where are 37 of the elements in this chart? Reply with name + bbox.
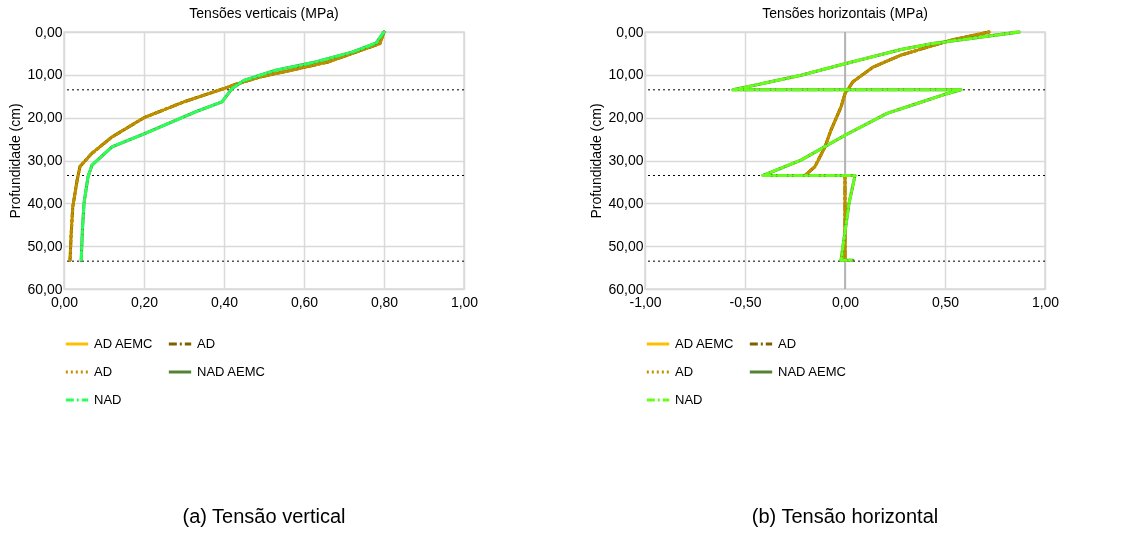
legend-label: NAD AEMC	[778, 364, 846, 379]
legend-label: AD	[675, 364, 694, 379]
text: (a) Tensão vertical	[182, 505, 346, 527]
legend-label: NAD AEMC	[197, 364, 265, 379]
y-tick-label: 50,00	[608, 237, 644, 254]
y-tick-label: 50,00	[27, 237, 63, 254]
y-tick-label: 0,00	[616, 23, 644, 40]
y-tick-label: 30,00	[27, 152, 63, 168]
x-tick-label: 0,50	[931, 293, 960, 310]
y-tick-label: 0,00	[35, 23, 63, 40]
chart-title: Tensões horizontais (MPa)	[762, 5, 928, 21]
y-tick-label: 20,00	[608, 109, 644, 126]
legend-label: NAD	[675, 392, 703, 407]
x-tick-label: 0,00	[831, 293, 860, 310]
x-tick-label: 0,60	[290, 293, 319, 310]
y-tick-label: 10,00	[27, 66, 63, 83]
x-tick-label: 0,20	[130, 293, 159, 310]
legend-label: AD	[778, 336, 797, 351]
legend-label: AD AEMC	[675, 336, 734, 351]
y-axis-title: Profundidade (cm)	[7, 103, 24, 219]
legend-label: AD AEMC	[94, 336, 153, 351]
y-tick-label: 30,00	[608, 152, 644, 168]
y-tick-label: 40,00	[608, 194, 644, 211]
y-tick-label: 20,00	[27, 109, 63, 126]
x-tick-label: -0,50	[729, 293, 762, 310]
y-tick-label: 10,00	[608, 66, 644, 83]
x-tick-label: 0,40	[210, 293, 239, 310]
legend-label: AD	[197, 336, 216, 351]
y-tick-label: 40,00	[27, 194, 63, 211]
chart-title: Tensões verticais (MPa)	[189, 5, 339, 21]
x-tick-label: 0,80	[370, 293, 399, 310]
text: (b) Tensão horizontal	[751, 505, 939, 527]
y-axis-title: Profundidade (cm)	[588, 103, 605, 219]
legend-label: NAD	[94, 392, 122, 407]
legend-label: AD	[94, 364, 113, 379]
x-tick-label: 1,00	[450, 293, 479, 310]
x-tick-label: 1,00	[1031, 293, 1060, 310]
